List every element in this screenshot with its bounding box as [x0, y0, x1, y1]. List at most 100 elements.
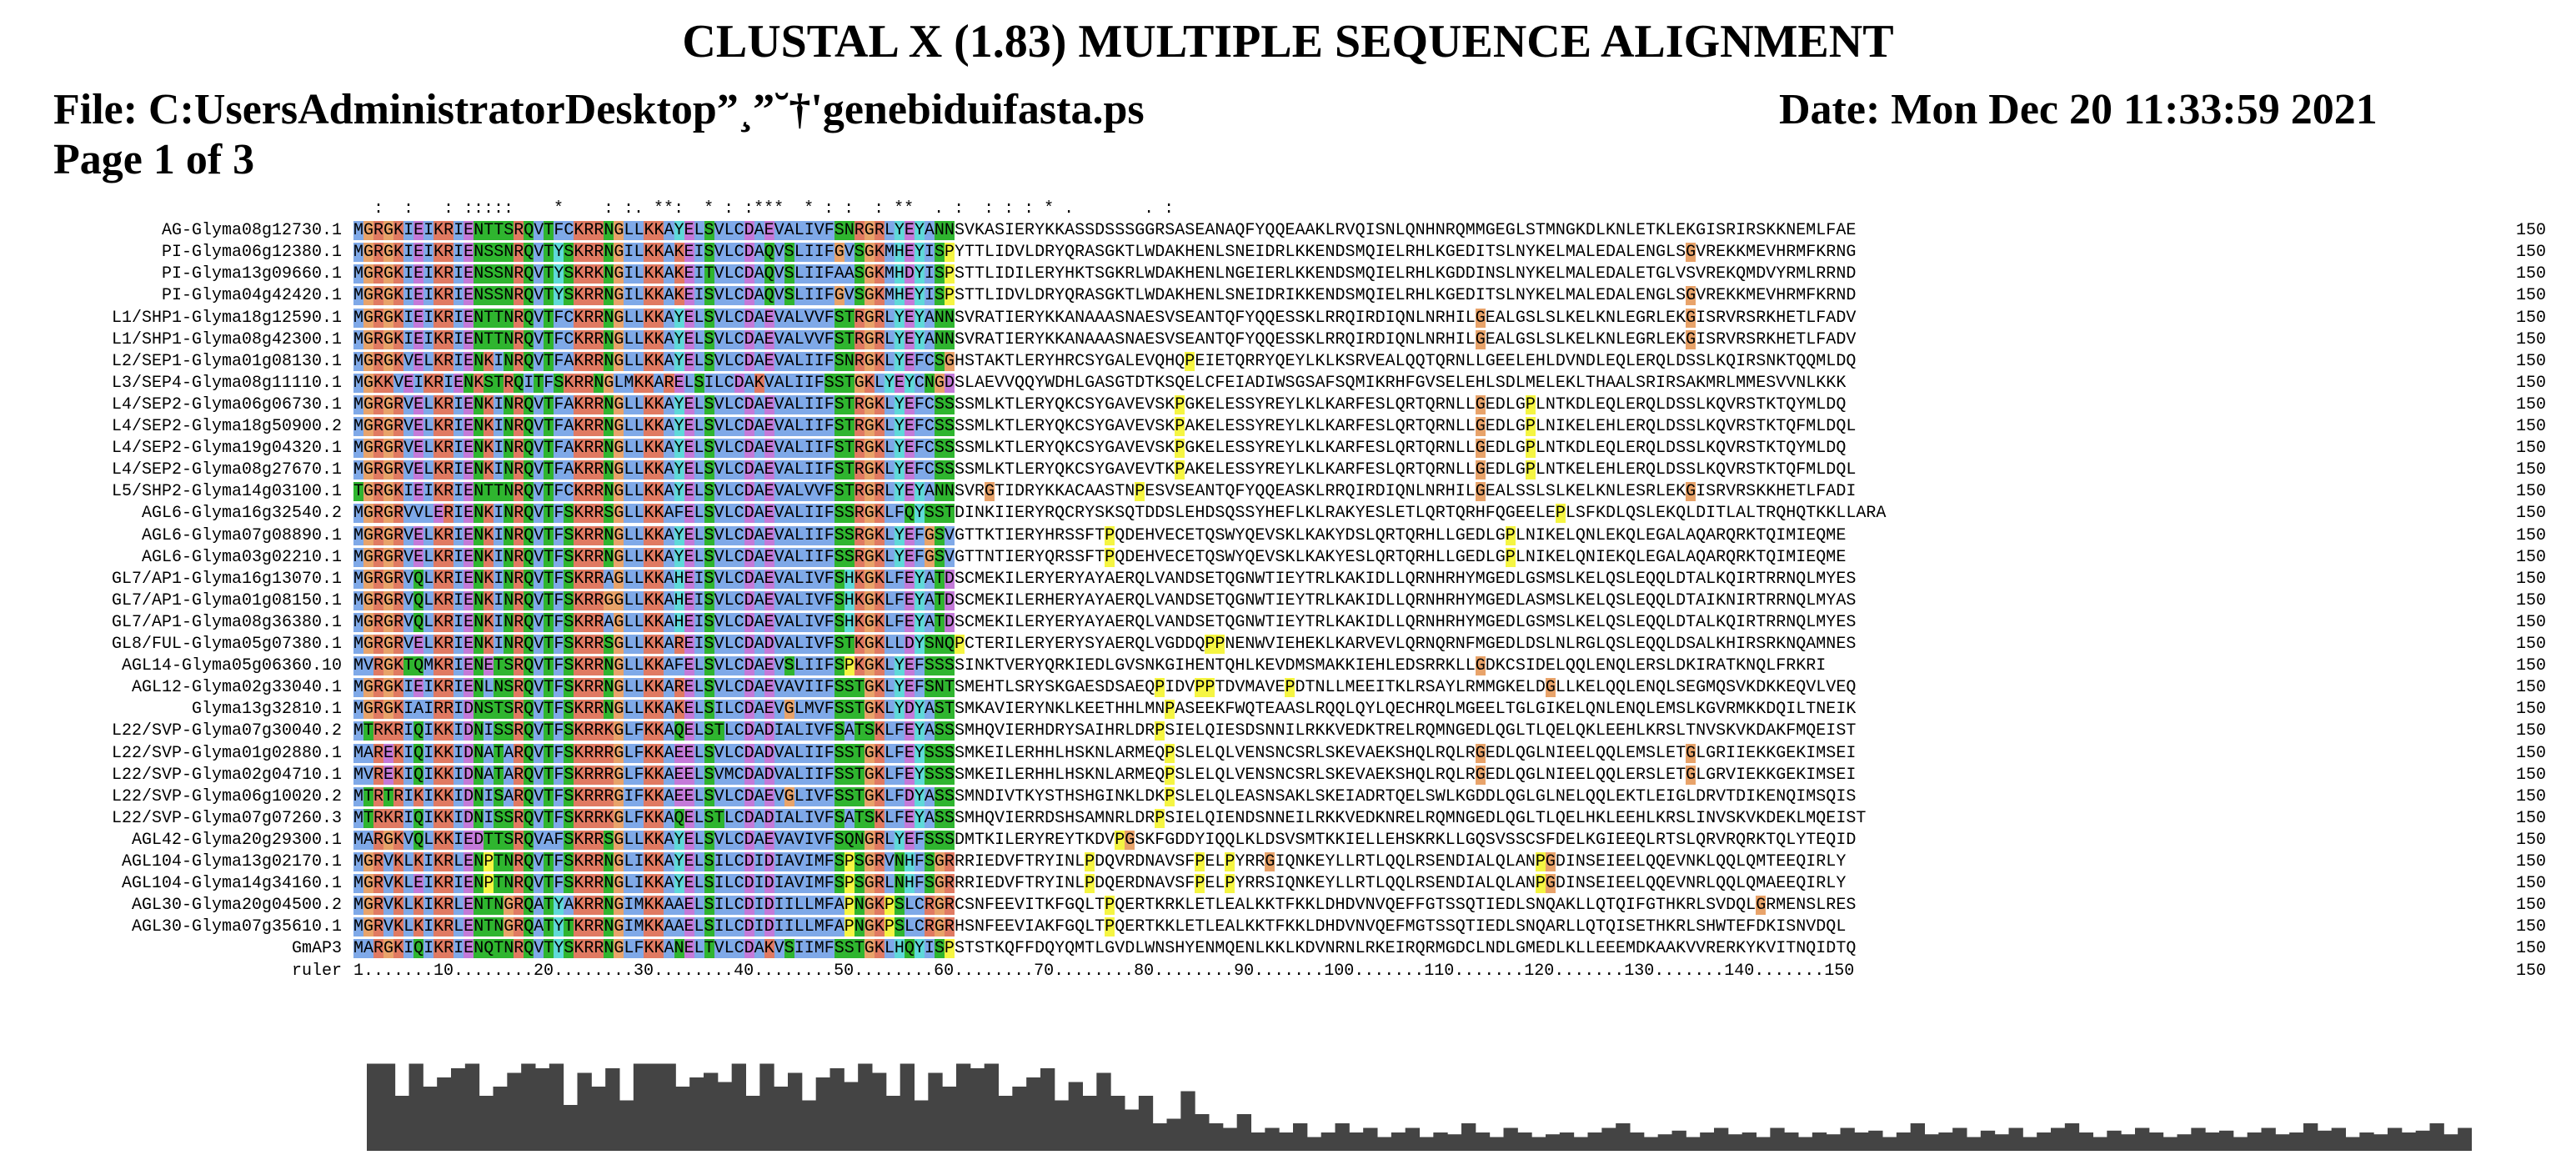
histogram-bar [577, 1072, 592, 1151]
sequence-row: L1/SHP1-Glyma18g12590.1 MGRGKIEIKRIENTTNR… [0, 308, 2576, 329]
end-position: 150 [2516, 917, 2547, 937]
sequence-residues: MGRGRVVLERIENKINRQVTFSKRRSGLLKKAFELSVLCD… [353, 504, 1887, 524]
end-position: 150 [2516, 547, 2547, 567]
sequence-residues: MGRGKIAIRRIDNSTSRQVTFSKRRNGLLKKAKELSILCD… [353, 700, 1857, 720]
histogram-bar [2121, 1134, 2136, 1151]
histogram-bar [1012, 1087, 1027, 1151]
sequence-row: L4/SEP2-Glyma19g04320.1 MGRGRVELKRIENKINR… [0, 438, 2576, 459]
histogram-bar [788, 1072, 803, 1151]
sequence-name: AGL42-Glyma20g29300.1 [131, 830, 342, 850]
histogram-bar [1040, 1068, 1055, 1151]
histogram-bar [1657, 1134, 1672, 1151]
histogram-bar [1433, 1132, 1448, 1151]
histogram-bar [1377, 1137, 1392, 1151]
sequence-name: ruler [291, 961, 342, 981]
end-position: 150 [2516, 308, 2547, 328]
histogram-bar [1587, 1132, 1602, 1151]
sequence-name: GL7/AP1-Glyma01g08150.1 [111, 590, 342, 610]
histogram-bar [872, 1072, 887, 1151]
sequence-residues: MGRVKLEIKRIENPTNRQVTFSKRRNGLIKKAYELSILCD… [353, 874, 1847, 894]
histogram-bar [2331, 1127, 2346, 1151]
histogram-bar [1054, 1100, 1070, 1151]
end-position: 150 [2516, 721, 2547, 741]
end-position: 150 [2516, 874, 2547, 894]
sequence-row: L4/SEP2-Glyma08g27670.1 MGRGRVELKRIENKINR… [0, 459, 2576, 481]
end-position: 150 [2516, 939, 2547, 959]
document-title: CLUSTAL X (1.83) MULTIPLE SEQUENCE ALIGN… [682, 16, 1894, 68]
sequence-row: Glyma13g32810.1 MGRGKIAIRRIDNSTSRQVTFSKRR… [0, 699, 2576, 721]
sequence-residues: MGRVKLKIKRLENPTNRQVTFSKRRNGLIKKAYELSILCD… [353, 852, 1847, 871]
histogram-bar [2177, 1134, 2192, 1151]
sequence-row: L22/SVP-Glyma01g02880.1 MAREKIQIKKIDNATAR… [0, 743, 2576, 765]
histogram-bar [464, 1063, 480, 1151]
end-position: 150 [2516, 525, 2547, 545]
histogram-bar [689, 1077, 704, 1151]
histogram-bar [2037, 1132, 2052, 1151]
sequence-row: L3/SEP4-Glyma08g11110.1 MGKKVEIKRIENKSTRQ… [0, 373, 2576, 394]
histogram-bar [2064, 1123, 2080, 1151]
sequence-residues: MGRGRVELKRIENKINRQVTFAKRRNGLLKKAYELSVLCD… [353, 394, 1847, 414]
histogram-bar [2219, 1130, 2234, 1151]
end-position: 150 [2516, 243, 2547, 263]
sequence-residues: MGRGKVELKRIENKINRQVTFAKRRNGLLKKAYELSVLCD… [353, 351, 1857, 371]
histogram-bar [591, 1087, 606, 1151]
sequence-row: AGL6-Glyma07g08890.1 MGRGRVELKRIENKINRQVT… [0, 525, 2576, 547]
histogram-bar [1910, 1123, 1925, 1151]
sequence-name: L22/SVP-Glyma02g04710.1 [111, 765, 342, 785]
histogram-bar [2135, 1127, 2150, 1151]
histogram-bar [1770, 1127, 1785, 1151]
sequence-residues: TGRGKIEIKRIENTTNRQVTFCKRRNGLLKKAYELSVLCD… [353, 482, 1857, 502]
ruler-row: ruler 1.......10........20........30.....… [0, 961, 2576, 982]
histogram-bar [2191, 1127, 2206, 1151]
histogram-bar [1195, 1114, 1210, 1151]
histogram-bar [2051, 1127, 2066, 1151]
histogram-bar [2373, 1134, 2388, 1151]
histogram-bar [1489, 1137, 1504, 1151]
histogram-bar [1138, 1096, 1154, 1151]
histogram-bar [1082, 1096, 1097, 1151]
histogram-bar [2008, 1127, 2023, 1151]
sequence-residues: MTRTRIKIKKIDNISARQVTFSKRRRGIFKKAEELSVLCD… [353, 786, 1857, 806]
sequence-residues: MGRGRVELKRIENKINRQVTFSKRRNGLLKKAYELSVLCD… [353, 547, 1847, 567]
histogram-bar [1026, 1077, 1041, 1151]
histogram-bar [1854, 1132, 1869, 1151]
histogram-bar [2289, 1132, 2304, 1151]
sequence-residues: MVREKIQIKKIDNATARQVTFSKRRRGLFKKAEELSVMCD… [353, 765, 1857, 785]
end-position: 150 [2516, 394, 2547, 414]
sequence-residues: MGRGRVELKRIENKINRQVTFAKRRNGLLKKAYELSVLCD… [353, 439, 1847, 459]
histogram-bar [759, 1063, 774, 1151]
sequence-residues: MGRGRVELKRIENKINRQVTFSKRRNGLLKKAYELSVLCD… [353, 525, 1847, 545]
histogram-bar [998, 1096, 1013, 1151]
end-position: 150 [2516, 612, 2547, 632]
histogram-bar [633, 1063, 649, 1151]
histogram-bar [2303, 1123, 2318, 1151]
sequence-row: L4/SEP2-Glyma18g50900.2 MGRGRVELKRIENKINR… [0, 416, 2576, 438]
histogram-bar [2317, 1130, 2333, 1151]
sequence-residues: MGRGRVELKRIENKINRQVTFAKRRNGLLKKAYELSVLCD… [353, 460, 1857, 480]
histogram-bar [1952, 1127, 1967, 1151]
sequence-residues: MGRGRVELKRIENKINRQVTFAKRRNGLLKKAYELSVLCD… [353, 417, 1857, 436]
end-position: 150 [2516, 961, 2547, 981]
sequence-residues: MARGKVQLKKIEDTTSRQVAFSKRRSGLLKKAYELSVLCD… [353, 830, 1857, 850]
histogram-bar [717, 1082, 733, 1151]
sequence-name: AGL12-Glyma02g33040.1 [131, 678, 342, 698]
histogram-bar [1068, 1082, 1083, 1151]
histogram-bar [2429, 1123, 2444, 1151]
histogram-bar [1686, 1137, 1701, 1151]
sequence-residues: MGRGRVQLKRIENKINRQVTFSKRRAGLLKKAHEISVLCD… [353, 569, 1857, 589]
sequence-residues: MGRGKIEIKRIENTTSRQVTFCKRRNGLLKKAYELSVLCD… [353, 221, 1857, 241]
histogram-bar [1152, 1123, 1167, 1151]
histogram-bar [521, 1063, 536, 1151]
histogram-bar [1447, 1134, 1462, 1151]
histogram-bar [394, 1096, 409, 1151]
histogram-bar [2345, 1137, 2360, 1151]
histogram-bar [535, 1068, 550, 1151]
histogram-bar [1727, 1134, 1743, 1151]
histogram-bar [1475, 1132, 1491, 1151]
sequence-name: L4/SEP2-Glyma08g27670.1 [111, 460, 342, 480]
quality-histogram [367, 1063, 2472, 1151]
sequence-row: AGL12-Glyma02g33040.1 MGRGKIEIKRIENLNSRQV… [0, 677, 2576, 699]
histogram-bar [1980, 1130, 1996, 1151]
histogram-bar [1306, 1137, 1322, 1151]
histogram-bar [1125, 1109, 1140, 1151]
